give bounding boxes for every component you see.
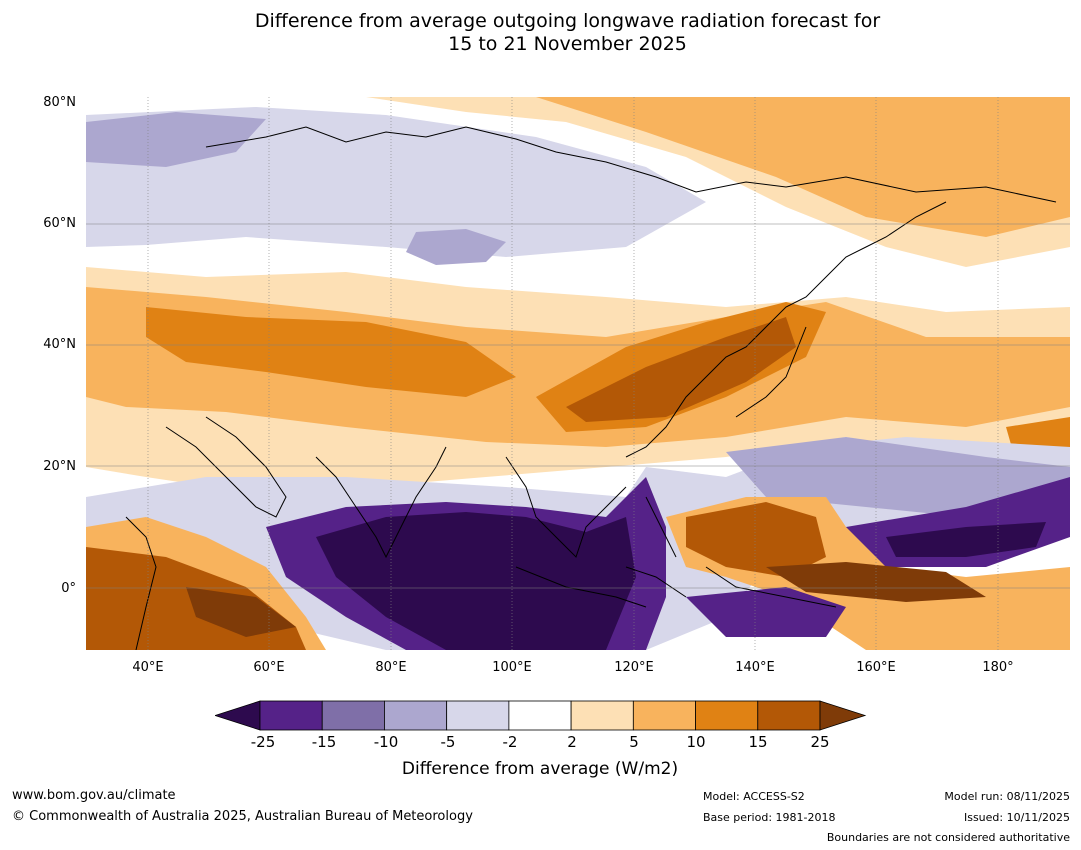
issued-text: Issued: 10/11/2025 (963, 811, 1070, 824)
lat-label-20n: 20°N (43, 459, 76, 474)
model-text: Model: ACCESS-S2 (703, 790, 805, 803)
anomaly-region-africa-dark-brown (186, 587, 296, 637)
boundaries-disclaimer: Boundaries are not considered authoritat… (826, 831, 1070, 844)
colorbar-segment (508, 700, 572, 731)
colorbar-tick-minus-2: -2 (502, 733, 518, 751)
anomaly-region-central-asia-dark-orange (146, 307, 516, 397)
colorbar-segment (384, 700, 448, 731)
colorbar-tick-minus-10: -10 (373, 733, 399, 751)
colorbar-extend-low (215, 700, 261, 731)
anomaly-region-equatorial-pacific-dark-brown (766, 562, 986, 602)
colorbar-tick-10: 10 (686, 733, 706, 751)
anomaly-region-southern-purple (686, 587, 846, 637)
anomaly-region-arctic-orange (536, 97, 1070, 237)
title-line-2: 15 to 21 November 2025 (448, 33, 687, 55)
colorbar-tick-5: 5 (629, 733, 639, 751)
colorbar (215, 700, 867, 731)
coastline-southeast-asia (505, 456, 627, 558)
lat-label-0: 0° (61, 581, 76, 596)
coastlines (125, 126, 1057, 650)
lat-label-40n: 40°N (43, 337, 76, 352)
lon-label-60e: 60°E (253, 660, 285, 675)
colorbar-tick-25: 25 (810, 733, 830, 751)
colorbar-segment (570, 700, 634, 731)
gridlines (86, 97, 1070, 650)
colorbar-segment (757, 700, 821, 731)
anomaly-region-western-pacific-brown (686, 502, 826, 577)
colorbar-segment (259, 700, 323, 731)
lon-label-180: 180° (982, 660, 1014, 675)
colorbar-tick-2: 2 (567, 733, 577, 751)
anomaly-region-pacific-dark-purple (886, 522, 1046, 557)
anomaly-region-siberia-medium-purple (406, 229, 506, 265)
copyright-text: © Commonwealth of Australia 2025, Austra… (12, 809, 473, 824)
coastline-africa-east (125, 516, 157, 650)
lon-label-100e: 100°E (492, 660, 532, 675)
lat-label-60n: 60°N (43, 216, 76, 231)
colorbar-segment (321, 700, 385, 731)
lat-label-80n: 80°N (43, 95, 76, 110)
colorbar-tick-15: 15 (748, 733, 768, 751)
anomaly-region-indian-ocean-dark-purple (316, 512, 636, 650)
colorbar-tick-minus-25: -25 (250, 733, 276, 751)
coastline-japan (735, 326, 807, 418)
olr-anomaly-map (86, 97, 1070, 650)
website-text: www.bom.gov.au/climate (12, 788, 176, 803)
colorbar-tick-minus-15: -15 (311, 733, 337, 751)
colorbar-segment (632, 700, 696, 731)
model-run-text: Model run: 08/11/2025 (944, 790, 1070, 803)
base-period-text: Base period: 1981-2018 (703, 811, 836, 824)
colorbar-extend-high (819, 700, 867, 731)
colorbar-tick-minus-5: -5 (440, 733, 456, 751)
coastline-indonesia (515, 566, 837, 608)
lon-label-140e: 140°E (735, 660, 775, 675)
anomaly-region-north-medium-purple (86, 112, 266, 167)
lon-label-120e: 120°E (614, 660, 654, 675)
lon-label-80e: 80°E (375, 660, 407, 675)
coastline-arabia (165, 416, 287, 518)
anomaly-region-east-asia-brown (566, 317, 796, 422)
colorbar-segment (446, 700, 510, 731)
lon-label-40e: 40°E (132, 660, 164, 675)
colorbar-label: Difference from average (W/m2) (401, 759, 679, 779)
title-line-1: Difference from average outgoing longwav… (254, 10, 881, 32)
colorbar-segment (695, 700, 759, 731)
lon-label-160e: 160°E (856, 660, 896, 675)
coastline-india (315, 446, 447, 559)
coastline-philippines (645, 496, 677, 558)
map-title: Difference from average outgoing longwav… (0, 10, 1081, 56)
coastline-arctic (205, 126, 1057, 203)
